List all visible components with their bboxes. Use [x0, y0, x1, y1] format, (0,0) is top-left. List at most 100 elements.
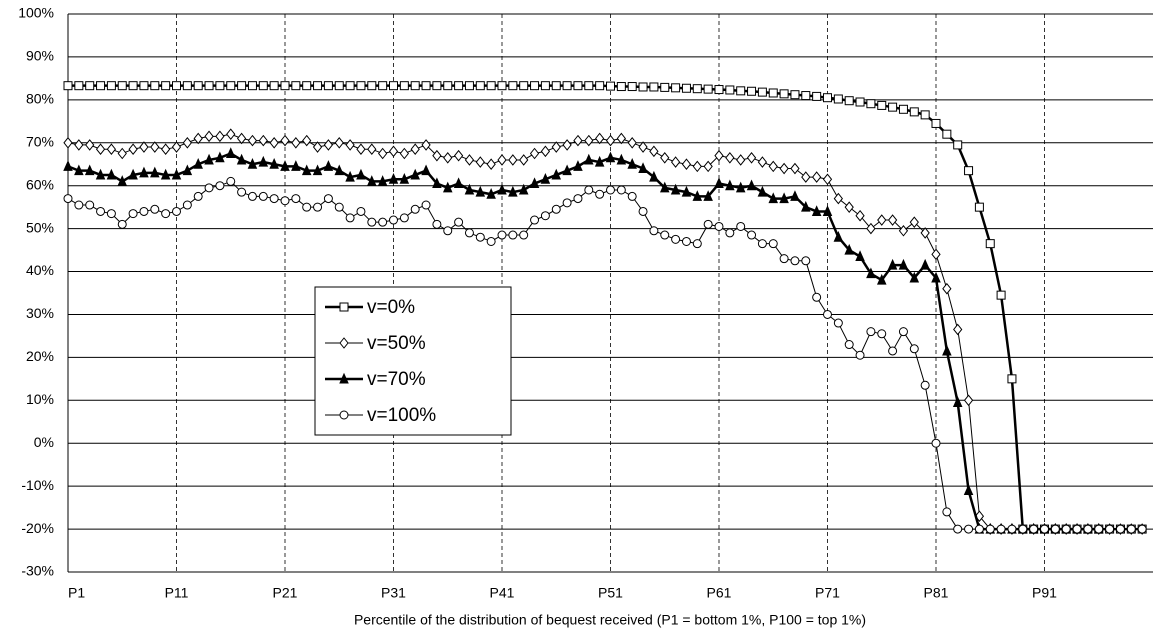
data-point	[464, 81, 474, 91]
x-tick-label: P31	[381, 585, 406, 601]
data-point	[475, 156, 485, 168]
data-point	[725, 179, 735, 191]
data-point	[540, 211, 550, 221]
data-point	[844, 201, 854, 213]
data-point	[323, 160, 334, 171]
data-point	[844, 243, 854, 255]
data-point	[280, 134, 290, 147]
y-tick-label: 80%	[26, 91, 54, 107]
data-point	[497, 81, 507, 91]
data-point	[63, 194, 73, 204]
data-point	[779, 89, 789, 99]
data-point	[1094, 524, 1104, 534]
y-tick-label: 20%	[26, 348, 54, 364]
data-point	[356, 168, 366, 180]
data-point	[714, 149, 724, 162]
data-point	[790, 90, 800, 100]
data-point	[530, 81, 540, 91]
y-tick-label: -10%	[21, 477, 54, 493]
data-point	[269, 81, 279, 91]
data-point	[269, 136, 279, 149]
data-point	[768, 160, 778, 173]
data-point	[84, 164, 95, 176]
y-tick-label: 100%	[18, 5, 54, 21]
data-point	[204, 130, 214, 143]
data-point	[551, 168, 562, 180]
x-tick-label: P51	[598, 585, 623, 601]
data-point	[421, 164, 431, 176]
data-point	[660, 230, 670, 240]
data-point	[887, 214, 898, 226]
data-point	[172, 206, 181, 216]
data-point	[399, 173, 410, 184]
data-point	[432, 149, 442, 162]
data-point	[106, 209, 116, 219]
legend-marker	[339, 337, 349, 349]
data-point	[833, 318, 843, 328]
legend-marker	[339, 302, 349, 312]
data-point	[367, 175, 377, 186]
data-point	[725, 228, 735, 238]
data-point	[627, 157, 637, 169]
x-axis-label: Percentile of the distribution of beques…	[354, 612, 866, 628]
data-point	[443, 81, 453, 91]
data-point	[801, 91, 811, 101]
data-point	[1007, 524, 1017, 534]
data-point	[301, 164, 312, 176]
data-point	[226, 128, 236, 140]
x-tick-label: P81	[924, 585, 949, 601]
data-point	[877, 100, 887, 110]
data-point	[117, 219, 127, 229]
data-point	[627, 82, 637, 92]
data-point	[161, 209, 171, 219]
data-point	[410, 204, 420, 214]
data-point	[519, 154, 529, 166]
data-point	[171, 141, 182, 153]
data-point	[399, 213, 409, 223]
data-point	[714, 221, 724, 231]
data-point	[725, 151, 735, 164]
data-point	[1061, 524, 1071, 534]
data-point	[801, 256, 811, 266]
data-point	[518, 183, 529, 195]
data-point	[811, 205, 822, 216]
data-point	[378, 81, 388, 91]
data-point	[454, 81, 464, 91]
data-point	[681, 83, 691, 93]
data-point	[692, 160, 702, 173]
y-tick-label: 40%	[26, 262, 54, 278]
data-point	[95, 168, 106, 180]
data-point	[280, 196, 290, 206]
data-point	[454, 217, 464, 227]
data-point	[389, 81, 398, 91]
data-point	[160, 168, 171, 180]
x-tick-label: P71	[815, 585, 840, 601]
x-tick-label: P11	[165, 585, 189, 601]
data-point	[920, 110, 930, 120]
data-point	[931, 438, 941, 448]
data-point	[74, 164, 84, 176]
data-point	[735, 181, 746, 193]
data-point	[736, 221, 746, 231]
data-point	[692, 239, 702, 249]
data-point	[822, 173, 833, 186]
data-point	[703, 190, 713, 201]
data-point	[584, 185, 594, 195]
data-point	[63, 81, 73, 91]
data-point	[703, 84, 713, 94]
data-point	[247, 134, 258, 147]
data-point	[312, 164, 323, 176]
data-point	[225, 147, 236, 158]
legend-marker	[339, 410, 349, 420]
data-point	[96, 81, 106, 91]
data-point	[855, 350, 865, 360]
data-point	[345, 170, 355, 182]
data-point	[150, 141, 160, 153]
data-point	[464, 154, 475, 166]
data-point	[942, 507, 952, 517]
data-point	[236, 153, 247, 165]
data-point	[323, 139, 334, 151]
data-point	[670, 183, 681, 195]
data-point	[117, 147, 127, 160]
